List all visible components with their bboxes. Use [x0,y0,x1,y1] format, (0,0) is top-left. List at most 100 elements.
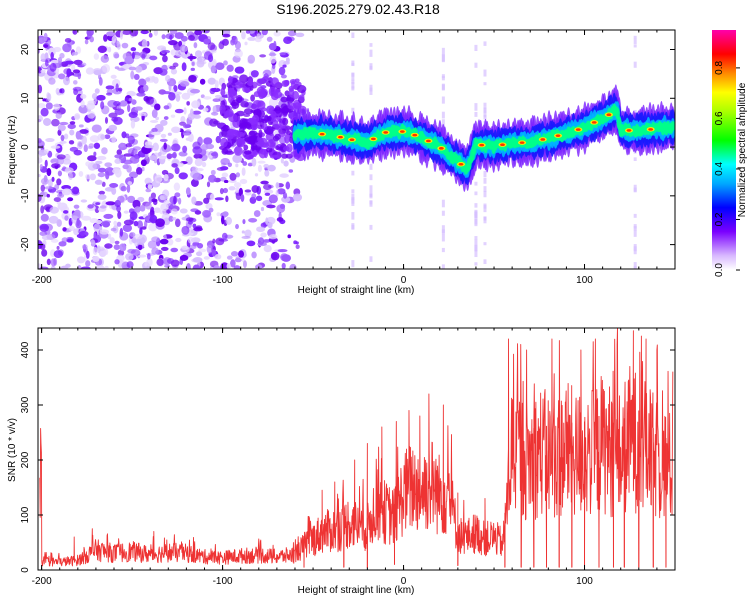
spectrogram-cell [101,221,111,228]
spectrogram-streak [351,198,355,206]
spectrogram-cell [129,211,138,221]
spectrogram-cell [145,96,154,105]
spectrogram-streak [351,223,355,230]
spectrogram-cell [174,108,184,114]
spectrogram-cell [63,76,70,86]
spectrogram-cell [101,181,106,187]
spectrogram-streak [441,111,445,119]
spectrogram-cell [57,202,68,211]
spectrogram-cell [279,173,289,178]
spectrogram-cell [169,65,176,70]
spectrogram-streak [351,72,355,77]
spectrogram-streak [351,107,355,114]
spectrogram-cell [59,121,69,126]
spectrogram-cell [266,147,273,153]
spectrogram-cell [78,124,84,128]
spectrogram-cell [227,75,233,84]
spectrogram-cell [175,237,182,243]
spectrogram-cell [174,192,181,198]
spectrogram-cell [105,85,115,90]
spectrogram-cell [256,86,266,96]
spectrogram-cell [97,172,106,178]
spectrogram-cell [240,101,249,108]
spectrogram-cell [154,174,163,184]
spectrogram-cell [266,204,276,209]
spectrogram-cell [170,68,178,75]
spectrogram-cell [192,242,199,247]
spectrogram-cell [180,35,188,42]
spectrogram-cell [295,244,300,250]
spectrogram-cell [181,45,188,52]
spectrogram-cell [51,176,55,182]
spectrogram-cell [160,246,169,251]
spectrogram-cell [69,129,75,136]
spectrogram-cell [223,60,228,66]
spectrogram-streak [351,82,355,89]
spectrogram-cell [128,97,134,102]
spectrogram-cell [61,185,72,190]
spectrogram-cell [111,116,119,122]
spectrogram-peak-core [555,134,561,137]
spectrogram-cell [132,199,141,209]
spectrogram-cell [81,62,87,67]
spectrogram-cell [154,103,161,111]
spectrogram-cell [121,131,127,139]
spectrogram-cell [114,259,120,265]
spectrogram-cell [103,213,114,219]
spectrogram-cell [233,146,243,156]
spectrogram-cell [275,189,279,197]
spectrogram-cell [145,188,152,193]
spectrogram-streak [633,157,637,161]
spectrogram-cell [270,77,280,87]
spectrogram-cell [167,39,178,46]
spectrogram-cell [63,210,69,214]
spectrogram-cell [55,112,62,119]
spectrogram-cell [106,31,116,37]
spectrogram-cell [254,173,259,177]
spectrogram-cell [226,263,231,269]
spectrogram-cell [159,155,167,160]
spectrogram-streak [441,234,445,242]
spectrogram-cell [50,59,59,64]
spectrogram-peak-core [626,129,632,132]
spectrogram-cell [38,84,43,94]
spectrogram-cell [78,230,89,238]
spectrogram-cell [253,210,261,217]
spectrogram-cell [105,92,113,96]
spectrogram-streak [351,62,355,67]
spectrogram-streak [369,43,373,47]
spectrogram-cell [251,121,258,131]
spectrogram-cell [122,224,133,233]
spectrogram-cell [212,120,220,125]
spectrogram-cell [236,110,245,117]
spectrogram-cell [202,30,210,34]
spectrogram-cell [161,64,169,72]
spectrogram-streak [633,224,637,229]
spectrogram-cell [151,75,156,82]
spectrogram-cell [57,170,63,177]
spectrogram-cell [127,248,136,254]
spectrogram-streak [441,210,445,216]
spectrogram-cell [64,60,75,65]
spectrogram-cell [258,129,263,139]
spectrogram-cell [172,216,177,221]
spectrogram-cell [169,203,174,209]
spectrogram-cell [114,53,120,59]
spectrogram-streak [474,262,478,266]
spectrogram-cell [255,195,263,202]
spectrogram-cell [172,151,177,159]
spectrogram-cell [241,31,246,40]
spectrogram-cell [40,184,45,192]
spectrogram-cell [227,128,236,136]
spectrogram-cell [140,30,149,35]
spectrogram-cell [199,78,206,85]
spectrogram-streak [633,249,637,255]
spectrogram-cell [160,203,169,212]
spectrogram-peak-core [648,128,654,131]
spectrogram-cell [196,251,203,257]
spectrogram-cell [99,205,107,209]
spectrogram-cell [47,92,52,102]
spectrogram-cell [114,158,122,164]
spectrogram-streak [369,224,373,230]
